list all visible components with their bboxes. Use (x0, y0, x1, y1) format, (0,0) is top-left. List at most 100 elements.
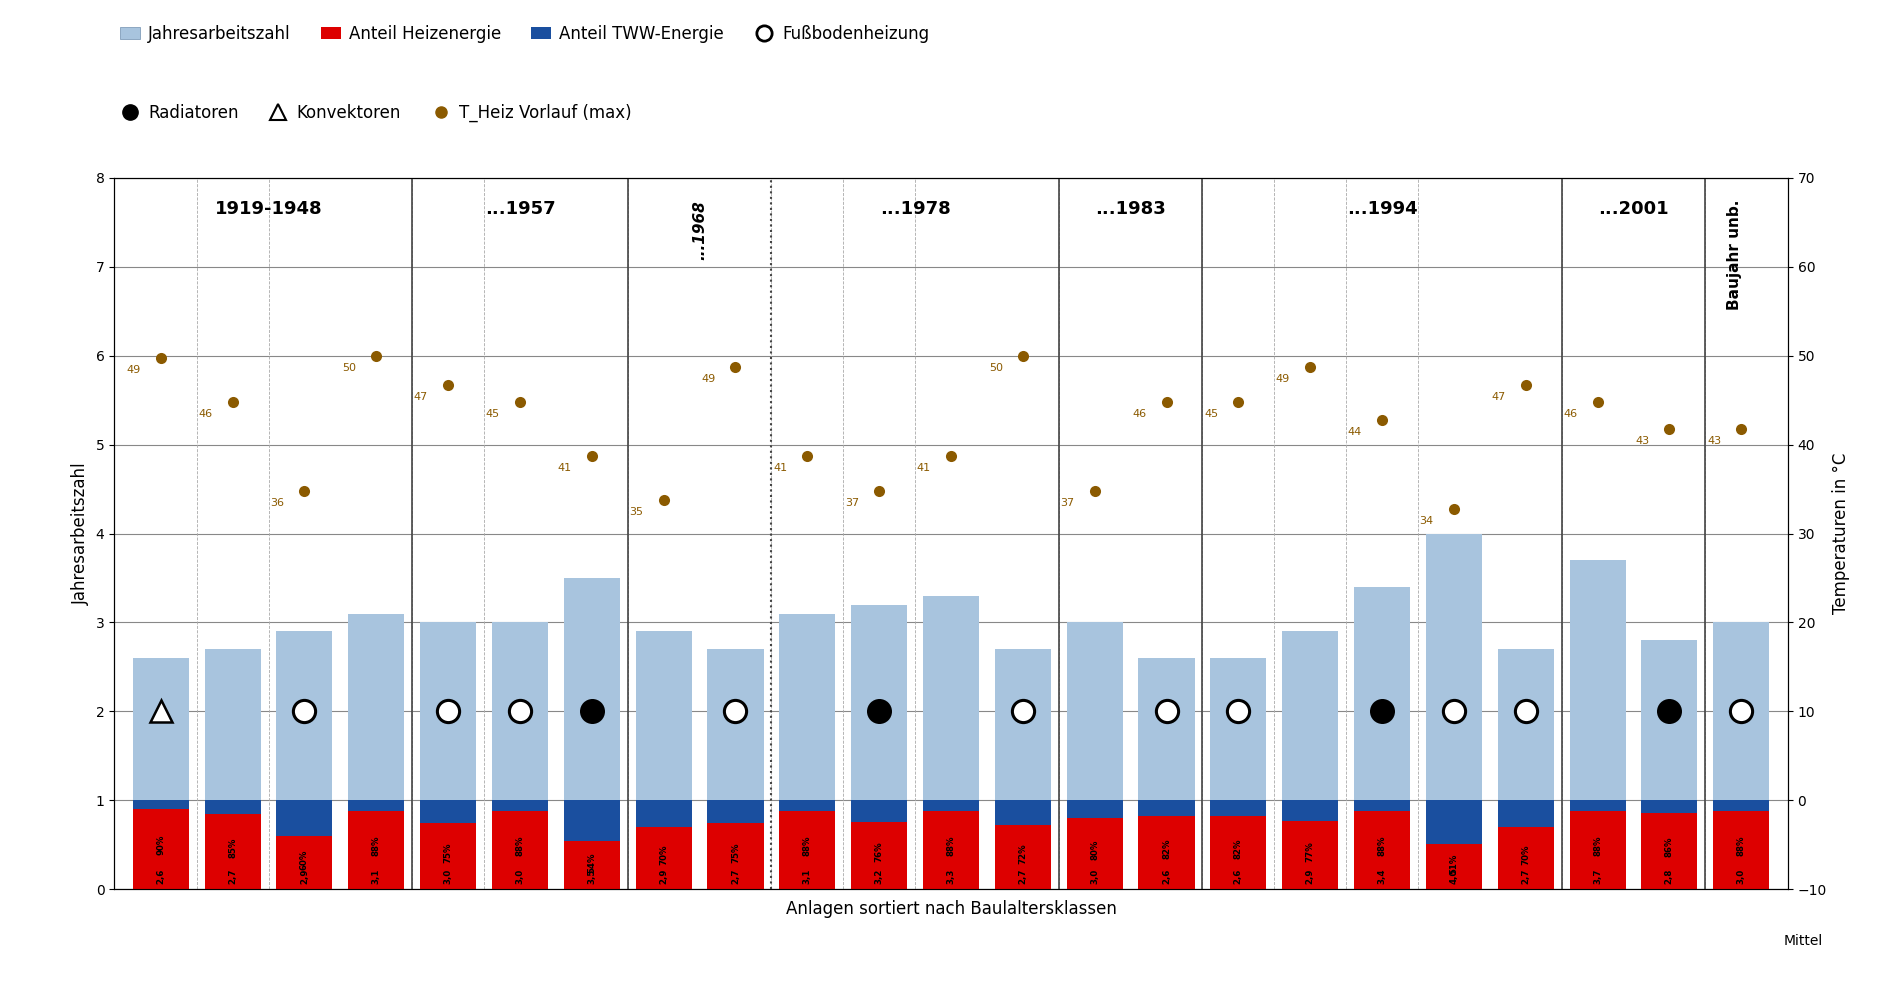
Bar (1210, 800, 1267, 816)
Bar (493, 622, 548, 889)
Text: 2,7: 2,7 (730, 868, 740, 884)
Text: 3,1: 3,1 (371, 868, 380, 884)
Text: 3,0: 3,0 (1737, 868, 1746, 884)
Text: ...1994: ...1994 (1347, 201, 1417, 218)
Text: 2,6: 2,6 (1234, 868, 1242, 884)
Text: 51%: 51% (1449, 854, 1459, 874)
Legend: Radiatoren, Konvektoren, T_Heiz Vorlauf (max): Radiatoren, Konvektoren, T_Heiz Vorlauf … (112, 97, 639, 128)
Text: 2,9: 2,9 (301, 868, 308, 884)
Text: 44: 44 (1349, 427, 1362, 438)
Text: 3,0: 3,0 (443, 868, 453, 884)
Text: Mittel: Mittel (1784, 934, 1822, 947)
Bar (1641, 640, 1697, 889)
Text: 41: 41 (917, 462, 930, 473)
Text: 46: 46 (1563, 409, 1577, 420)
Bar (1067, 818, 1122, 889)
Legend: Jahresarbeitszahl, Anteil Heizenergie, Anteil TWW-Energie, Fußbodenheizung: Jahresarbeitszahl, Anteil Heizenergie, A… (112, 18, 936, 49)
Text: 45: 45 (1204, 409, 1217, 420)
Bar (1210, 658, 1267, 889)
Bar (205, 649, 261, 889)
Text: 45: 45 (485, 409, 500, 420)
Bar (1210, 816, 1267, 889)
Bar (1714, 622, 1769, 889)
Bar (1426, 534, 1482, 889)
Text: 35: 35 (630, 507, 643, 518)
Text: 60%: 60% (301, 850, 308, 870)
Bar (205, 814, 261, 889)
Text: Baujahr unb.: Baujahr unb. (1727, 201, 1742, 310)
Bar (995, 800, 1050, 825)
Bar (1139, 658, 1194, 889)
Text: 90%: 90% (156, 835, 165, 856)
Text: 2,8: 2,8 (1664, 868, 1674, 884)
Text: 88%: 88% (515, 836, 525, 857)
Y-axis label: Temperaturen in °C: Temperaturen in °C (1832, 453, 1851, 615)
Text: ...1957: ...1957 (485, 201, 555, 218)
Text: 54%: 54% (588, 853, 597, 873)
Bar (1641, 813, 1697, 889)
Text: 37: 37 (844, 498, 860, 509)
Text: 3,7: 3,7 (1594, 868, 1601, 884)
Text: 2,6: 2,6 (1162, 868, 1172, 884)
Text: 3,5: 3,5 (588, 868, 597, 884)
Bar (563, 578, 620, 889)
Bar (1569, 811, 1626, 889)
Bar (922, 811, 980, 889)
Bar (133, 800, 188, 809)
Text: 3,3: 3,3 (947, 868, 955, 884)
Bar (276, 800, 333, 836)
Text: 86%: 86% (1664, 837, 1674, 858)
Text: 36: 36 (270, 498, 285, 509)
Text: 49: 49 (126, 365, 141, 375)
Bar (563, 841, 620, 889)
Text: ...2001: ...2001 (1598, 201, 1668, 218)
Bar (1282, 800, 1339, 821)
Text: 82%: 82% (1162, 839, 1172, 860)
Text: 2,7: 2,7 (1018, 868, 1027, 884)
Bar (780, 811, 835, 889)
Text: 76%: 76% (875, 842, 884, 863)
Bar (1426, 844, 1482, 889)
Bar (922, 800, 980, 811)
Text: 88%: 88% (371, 836, 380, 857)
Text: 88%: 88% (803, 836, 812, 857)
Text: 47: 47 (415, 391, 428, 402)
Text: 2,6: 2,6 (156, 868, 165, 884)
Bar (1067, 800, 1122, 818)
Bar (1714, 800, 1769, 811)
Text: 75%: 75% (443, 843, 453, 863)
Bar (348, 614, 405, 889)
Text: 75%: 75% (730, 843, 740, 863)
Y-axis label: Jahresarbeitszahl: Jahresarbeitszahl (72, 462, 89, 605)
Text: 3,0: 3,0 (515, 868, 525, 884)
Text: 82%: 82% (1234, 839, 1242, 860)
Text: 4,0: 4,0 (1449, 868, 1459, 884)
Text: 2,9: 2,9 (1305, 868, 1314, 884)
Bar (1067, 622, 1122, 889)
Text: 3,1: 3,1 (803, 868, 812, 884)
Text: 41: 41 (557, 462, 573, 473)
Text: 49: 49 (702, 373, 715, 384)
Text: 88%: 88% (1377, 836, 1387, 857)
X-axis label: Anlagen sortiert nach Baulaltersklassen: Anlagen sortiert nach Baulaltersklassen (786, 900, 1116, 918)
Text: 1919-1948: 1919-1948 (215, 201, 321, 218)
Bar (780, 800, 835, 811)
Text: 34: 34 (1419, 516, 1434, 527)
Bar (708, 822, 763, 889)
Text: 85%: 85% (228, 838, 238, 858)
Bar (852, 800, 907, 822)
Text: 46: 46 (1132, 409, 1147, 420)
Bar (348, 811, 405, 889)
Text: 43: 43 (1706, 436, 1721, 447)
Text: ...1978: ...1978 (881, 201, 951, 218)
Text: 80%: 80% (1090, 840, 1099, 861)
Bar (420, 622, 476, 889)
Bar (1282, 631, 1339, 889)
Bar (852, 822, 907, 889)
Bar (708, 800, 763, 822)
Bar (348, 800, 405, 811)
Bar (563, 800, 620, 841)
Bar (1354, 800, 1409, 811)
Bar (1139, 816, 1194, 889)
Bar (1497, 649, 1554, 889)
